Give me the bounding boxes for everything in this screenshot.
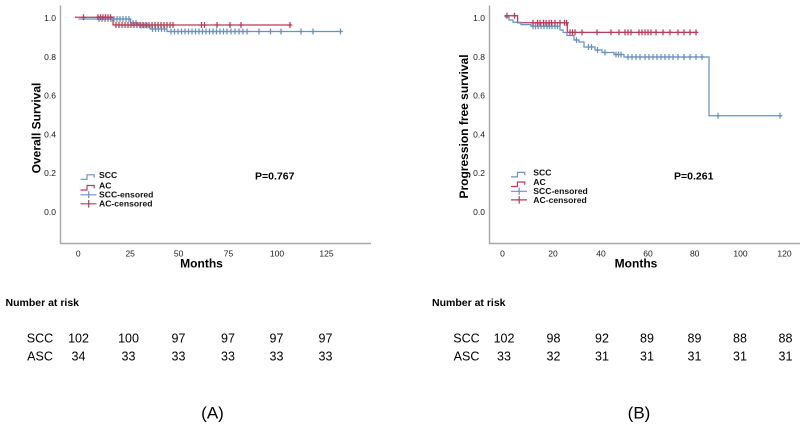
svg-text:ASC: ASC (454, 350, 480, 364)
svg-text:0.0: 0.0 (473, 207, 485, 217)
svg-text:Number at risk: Number at risk (432, 297, 506, 309)
svg-text:(A): (A) (201, 404, 224, 423)
svg-text:31: 31 (595, 350, 609, 364)
svg-text:0.8: 0.8 (473, 52, 485, 62)
svg-text:AC-censored: AC-censored (533, 195, 586, 205)
svg-text:1.0: 1.0 (44, 13, 56, 23)
svg-text:0.2: 0.2 (44, 168, 56, 178)
svg-text:AC-censored: AC-censored (99, 199, 152, 209)
svg-text:AC: AC (533, 177, 545, 187)
svg-text:32: 32 (547, 350, 561, 364)
svg-text:100: 100 (733, 249, 747, 259)
svg-text:33: 33 (172, 350, 186, 364)
svg-text:33: 33 (319, 350, 333, 364)
svg-text:0.4: 0.4 (473, 129, 485, 139)
svg-text:20: 20 (548, 249, 558, 259)
svg-text:33: 33 (497, 350, 511, 364)
svg-text:50: 50 (174, 249, 184, 259)
svg-text:ASC: ASC (27, 350, 53, 364)
svg-text:Overall Survival: Overall Survival (30, 83, 44, 174)
svg-text:100: 100 (270, 249, 284, 259)
svg-text:AC: AC (99, 181, 111, 191)
svg-text:97: 97 (172, 332, 186, 346)
svg-text:89: 89 (688, 332, 702, 346)
svg-text:P=0.261: P=0.261 (674, 171, 714, 183)
svg-text:98: 98 (547, 332, 561, 346)
svg-text:97: 97 (319, 332, 333, 346)
svg-text:100: 100 (118, 332, 139, 346)
svg-text:Months: Months (180, 257, 223, 271)
svg-text:89: 89 (640, 332, 654, 346)
svg-text:120: 120 (777, 249, 791, 259)
svg-text:0.6: 0.6 (44, 91, 56, 101)
svg-text:0.4: 0.4 (44, 129, 56, 139)
svg-text:97: 97 (221, 332, 235, 346)
svg-text:34: 34 (72, 350, 86, 364)
svg-text:Months: Months (615, 257, 658, 271)
svg-text:33: 33 (122, 350, 136, 364)
svg-text:0.6: 0.6 (473, 91, 485, 101)
svg-text:Progression free survival: Progression free survival (457, 54, 471, 198)
svg-text:0: 0 (500, 249, 505, 259)
svg-text:SCC: SCC (453, 332, 479, 346)
svg-text:SCC: SCC (27, 332, 53, 346)
svg-text:31: 31 (779, 350, 793, 364)
svg-text:40: 40 (596, 249, 606, 259)
svg-text:0.8: 0.8 (44, 52, 56, 62)
svg-text:31: 31 (733, 350, 747, 364)
svg-text:97: 97 (270, 332, 284, 346)
svg-text:SCC: SCC (99, 170, 117, 180)
svg-text:31: 31 (688, 350, 702, 364)
svg-text:25: 25 (125, 249, 135, 259)
svg-text:60: 60 (643, 249, 653, 259)
svg-text:SCC: SCC (533, 168, 551, 178)
svg-text:102: 102 (494, 332, 515, 346)
svg-text:88: 88 (779, 332, 793, 346)
svg-text:Number at risk: Number at risk (6, 297, 80, 309)
svg-text:1.0: 1.0 (473, 13, 485, 23)
svg-text:92: 92 (595, 332, 609, 346)
svg-text:0.2: 0.2 (473, 168, 485, 178)
svg-text:88: 88 (733, 332, 747, 346)
svg-text:125: 125 (319, 249, 333, 259)
svg-text:P=0.767: P=0.767 (255, 171, 295, 183)
svg-text:33: 33 (270, 350, 284, 364)
svg-text:(B): (B) (628, 404, 651, 423)
svg-text:33: 33 (221, 350, 235, 364)
svg-text:SCC-ensored: SCC-ensored (533, 186, 587, 196)
svg-text:80: 80 (690, 249, 700, 259)
svg-text:75: 75 (224, 249, 234, 259)
svg-text:0.0: 0.0 (44, 207, 56, 217)
svg-text:0: 0 (76, 249, 81, 259)
svg-text:102: 102 (68, 332, 89, 346)
svg-text:SCC-ensored: SCC-ensored (99, 190, 153, 200)
svg-text:31: 31 (640, 350, 654, 364)
